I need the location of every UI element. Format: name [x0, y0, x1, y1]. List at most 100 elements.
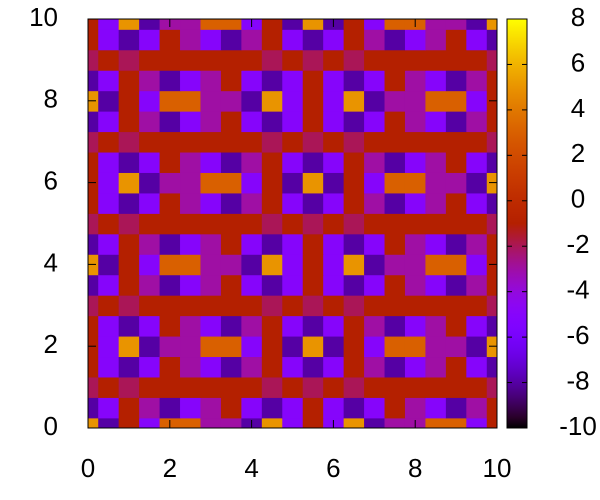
heatmap-cell [261, 172, 283, 194]
heatmap-cell [282, 295, 304, 317]
heatmap-cell [241, 356, 263, 378]
heatmap-cell [220, 19, 242, 30]
heatmap-cell [343, 70, 365, 92]
heatmap-cell [384, 397, 406, 419]
heatmap-cell [220, 172, 242, 194]
heatmap-cell [302, 90, 324, 112]
heatmap-cell [200, 356, 222, 378]
heatmap-cell [486, 376, 497, 398]
heatmap-cell [220, 151, 242, 173]
colorbar-tick-label: 0 [571, 184, 585, 214]
heatmap-cell [364, 335, 386, 358]
heatmap-cell [364, 417, 386, 428]
heatmap-cell [200, 19, 222, 30]
heatmap-cell [364, 151, 386, 173]
heatmap-cell [220, 397, 242, 419]
heatmap-cell [159, 70, 181, 92]
heatmap-cell [98, 356, 120, 378]
heatmap-cell [118, 417, 140, 428]
heatmap-cell [364, 295, 386, 317]
heatmap-cell [241, 49, 263, 71]
heatmap-cell [445, 295, 467, 317]
heatmap-cell [159, 151, 181, 173]
heatmap-cell [159, 295, 181, 317]
heatmap-cell [118, 70, 140, 92]
heatmap-cell [486, 295, 497, 317]
heatmap-cell [364, 70, 386, 92]
heatmap-cell [445, 49, 467, 71]
heatmap-cell [241, 192, 263, 214]
heatmap-cell [282, 192, 304, 214]
heatmap-cell [343, 315, 365, 337]
heatmap-cell [323, 335, 345, 358]
heatmap-cell [118, 49, 140, 71]
heatmap-cell [118, 295, 140, 317]
heatmap-cell [466, 295, 488, 317]
heatmap-cell [200, 213, 222, 235]
heatmap-cell [404, 29, 427, 51]
heatmap-cell [139, 131, 161, 153]
heatmap-cell [302, 172, 324, 194]
heatmap-cell [404, 70, 427, 92]
heatmap-cell [466, 131, 488, 153]
colorbar-tick-label: -6 [566, 320, 589, 350]
heatmap-cell [364, 131, 386, 153]
heatmap-cell [282, 49, 304, 71]
heatmap-cell [139, 213, 161, 235]
heatmap-cell [98, 295, 120, 317]
heatmap-cell [159, 397, 181, 419]
heatmap-cell [241, 29, 263, 51]
heatmap-cell [445, 90, 467, 112]
heatmap-cell [241, 111, 263, 133]
heatmap-cell [261, 356, 283, 378]
heatmap-cell [282, 274, 304, 296]
heatmap-cell [261, 233, 283, 255]
heatmap-cell [486, 417, 497, 428]
heatmap-cell [200, 90, 222, 112]
heatmap-cell [425, 19, 447, 30]
heatmap-cell [139, 192, 161, 214]
heatmap-cell [88, 192, 99, 214]
heatmap-cell [364, 274, 386, 296]
heatmap-cell [261, 417, 283, 428]
heatmap-cell [384, 29, 406, 51]
heatmap-cell [159, 90, 181, 112]
heatmap-cell [425, 131, 447, 153]
heatmap-cell [159, 111, 181, 133]
heatmap-cell [445, 19, 467, 30]
heatmap-cell [200, 335, 222, 358]
heatmap-cell [88, 19, 99, 30]
heatmap-cell [88, 151, 99, 173]
heatmap-cell [384, 90, 406, 112]
heatmap-cell [261, 19, 283, 30]
plot-border [87, 18, 498, 429]
heatmap-cell [404, 233, 427, 255]
heatmap-cell [466, 335, 488, 358]
heatmap-cell [139, 151, 161, 173]
heatmap-cell [466, 111, 488, 133]
heatmap-cell [139, 356, 161, 378]
heatmap-cell [159, 356, 181, 378]
heatmap-cell [404, 90, 427, 112]
heatmap-cell [159, 29, 181, 51]
x-tick-label: 6 [326, 453, 340, 483]
heatmap-cell [139, 315, 161, 337]
heatmap-cell [323, 131, 345, 153]
heatmap-cell [343, 274, 365, 296]
heatmap-cell [159, 315, 181, 337]
x-tick-label: 8 [408, 453, 422, 483]
heatmap-cell [241, 315, 263, 337]
heatmap-cell [323, 151, 345, 173]
heatmap-cell [466, 213, 488, 235]
heatmap-cell [302, 417, 324, 428]
heatmap-cell [282, 151, 304, 173]
heatmap-cell [302, 274, 324, 296]
heatmap-cell [425, 376, 447, 398]
heatmap-cell [98, 49, 120, 71]
heatmap-cell [180, 335, 202, 358]
heatmap-cell [88, 233, 99, 255]
heatmap-cell [404, 315, 427, 337]
heatmap-cell [98, 70, 120, 92]
heatmap-cell [282, 111, 304, 133]
heatmap-cell [139, 111, 161, 133]
